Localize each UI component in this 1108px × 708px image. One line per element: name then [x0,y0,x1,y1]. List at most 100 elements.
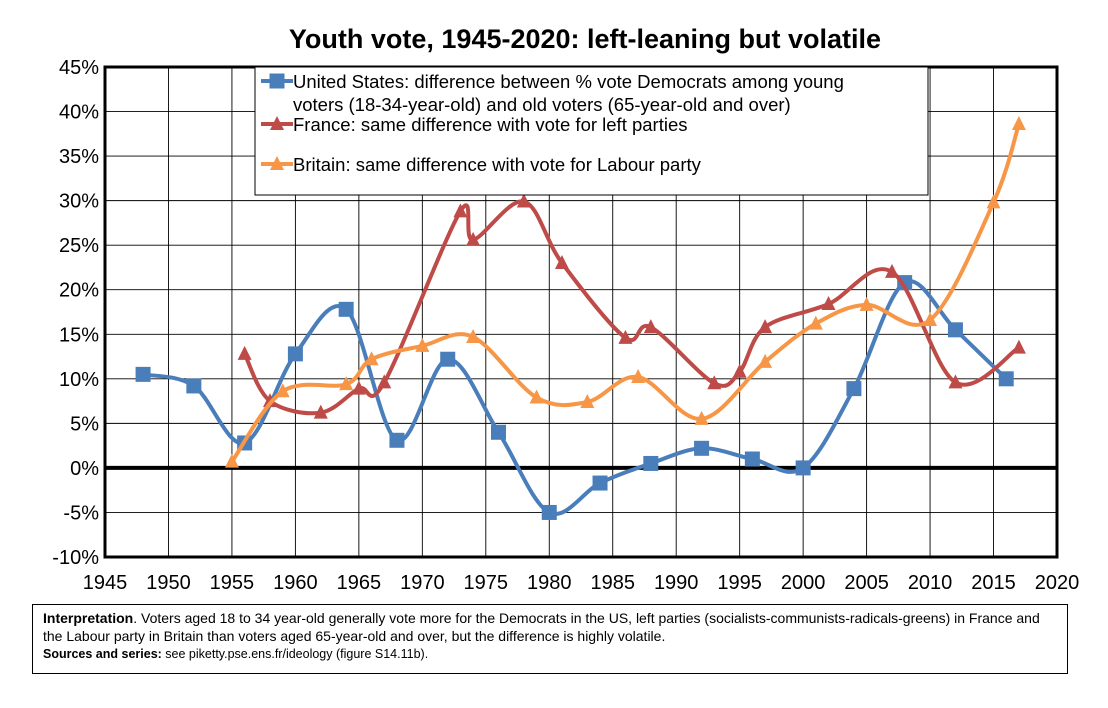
legend-box [254,66,929,196]
data-point [529,389,544,404]
data-point [541,504,557,520]
chart-title: Youth vote, 1945-2020: left-leaning but … [288,24,882,54]
data-point [795,460,811,476]
data-point [237,345,252,360]
x-tick-label: 1950 [146,572,191,594]
x-tick-label: 2000 [781,572,826,594]
legend-label: France: same difference with vote for le… [293,114,688,135]
sources-text: see piketty.pse.ens.fr/ideology (figure … [161,647,429,661]
data-point [643,319,658,334]
data-point [440,351,456,367]
data-point [490,424,506,440]
y-tick-label: 0% [70,458,99,480]
data-point [884,263,899,278]
sources-line: Sources and series: see piketty.pse.ens.… [43,645,1057,663]
data-point [135,366,151,382]
data-point [694,440,710,456]
y-tick-label: -10% [52,547,99,569]
data-point [1011,339,1026,354]
data-point [453,203,468,218]
x-tick-label: 2020 [1035,572,1080,594]
data-point [389,432,405,448]
x-tick-label: 1965 [337,572,382,594]
data-point [351,380,366,395]
series-line [230,123,1021,463]
data-point [694,410,709,425]
line-chart: -10% -5% 0% 5% 10% 15% 20% 25% 30% 35% 40% 45% 1945 1… [52,57,1080,594]
y-tick-label: 20% [59,280,99,302]
data-point [631,369,646,384]
data-point [986,194,1001,209]
y-tick-label: 25% [59,235,99,257]
legend-marker [270,116,284,130]
data-point [846,381,862,397]
data-point [338,301,354,317]
data-point [313,404,328,419]
data-point [377,374,392,389]
data-point [415,337,430,352]
data-point [224,453,239,468]
data-point [618,329,633,344]
data-point [808,315,823,330]
interpretation-text: . Voters aged 18 to 34 year-old generall… [43,610,1040,644]
x-tick-label: 1970 [400,572,445,594]
data-point [554,255,569,269]
data-point [948,374,963,389]
x-tick-label: 1995 [717,572,762,594]
legend-marker [269,73,285,89]
data-point [923,312,938,327]
data-point [339,376,354,391]
x-tick-label: 1980 [527,572,572,594]
data-point [1011,116,1026,131]
data-point [364,351,379,366]
data-point [263,393,278,408]
y-tick-label: 35% [59,146,99,168]
series-line [142,279,1008,516]
legend: United States: difference between % vote… [254,66,929,196]
interpretation-note: Interpretation. Voters aged 18 to 34 yea… [32,604,1068,674]
y-tick-label: 5% [70,413,99,435]
data-point [758,319,773,334]
x-tick-label: 1960 [273,572,318,594]
data-point [466,328,481,343]
legend-label: United States: difference between % vote… [293,71,844,92]
legend-label: Britain: same difference with vote for L… [293,154,702,175]
data-point [947,322,963,338]
x-tick-label: 2005 [844,572,889,594]
data-point [287,346,303,362]
data-point [516,193,531,208]
y-tick-label: 30% [59,191,99,213]
x-tick-label: 1985 [590,572,635,594]
x-tick-label: 1975 [464,572,509,594]
data-point [998,371,1014,387]
legend-label: voters (18-34-year-old) and old voters (… [293,94,791,115]
data-point [186,378,202,394]
x-tick-label: 1990 [654,572,699,594]
series-us [135,275,1014,520]
data-point [580,393,595,408]
series-britain [224,116,1026,468]
series-line [242,199,1021,416]
y-tick-label: -5% [63,502,99,524]
legend-marker [270,156,284,170]
data-point [758,353,773,368]
x-tick-label: 2015 [971,572,1016,594]
data-point [466,231,481,246]
data-point [859,296,874,311]
x-tick-label: 1955 [210,572,255,594]
series-france [237,193,1026,419]
x-tick-label: 2010 [908,572,953,594]
interpretation-label: Interpretation [43,610,134,626]
data-point [643,455,659,471]
data-point [592,475,608,491]
y-tick-label: 45% [59,57,99,79]
data-point [732,363,747,378]
data-point [821,295,836,310]
data-point [744,451,760,467]
sources-label: Sources and series: [43,647,162,661]
y-tick-label: 10% [59,369,99,391]
x-tick-label: 1945 [83,572,128,594]
y-tick-label: 40% [59,102,99,124]
data-point [275,383,290,398]
y-tick-label: 15% [59,324,99,346]
